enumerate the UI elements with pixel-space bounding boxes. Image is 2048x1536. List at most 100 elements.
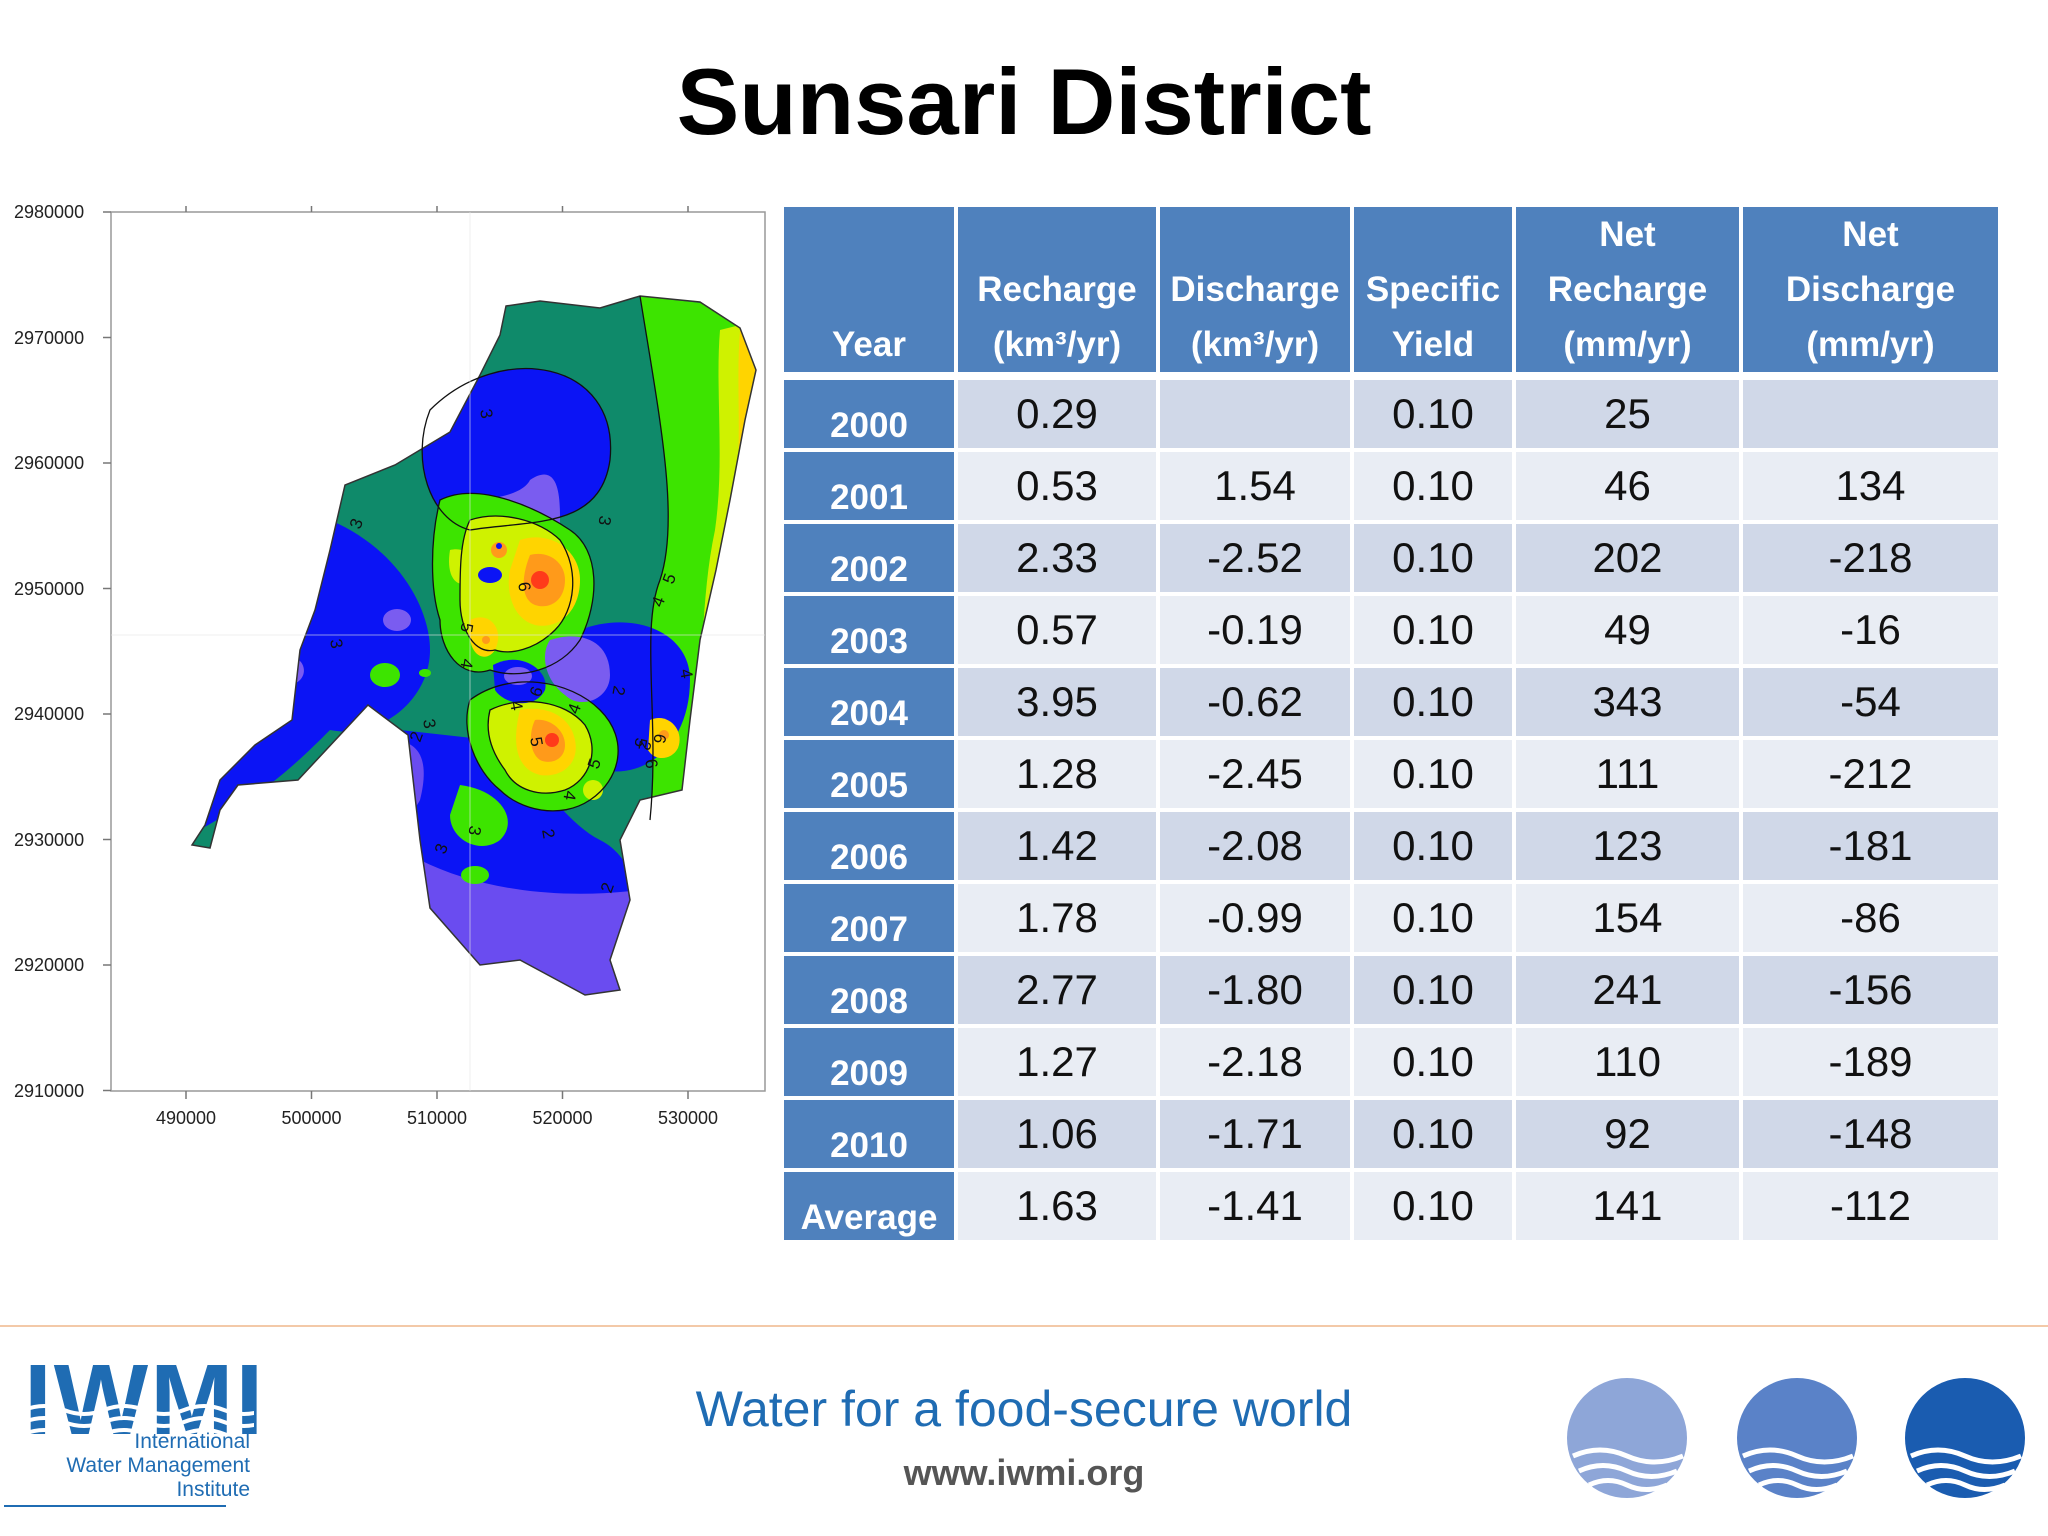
contour-label: 4 (676, 667, 696, 680)
discharge-cell: -2.08 (1160, 812, 1350, 880)
table-row: Average 1.63 -1.41 0.10 141 -112 (784, 1172, 1998, 1240)
contour-label: 2 (538, 827, 558, 840)
logo-line-2: Water Management (66, 1454, 250, 1477)
y-tick-label: 2960000 (14, 453, 85, 473)
net-discharge-cell (1743, 380, 1998, 448)
net-recharge-cell: 343 (1516, 668, 1739, 736)
year-cell: 2006 (784, 812, 954, 880)
discharge-cell: -1.80 (1160, 956, 1350, 1024)
x-tick-label: 490000 (155, 1108, 217, 1128)
recharge-cell: 1.27 (958, 1028, 1156, 1096)
recharge-cell: 1.28 (958, 740, 1156, 808)
header-line (786, 207, 952, 262)
column-header-net-discharge: Net Discharge (mm/yr) (1743, 207, 1998, 372)
specific-yield-cell: 0.10 (1354, 596, 1512, 664)
year-cell: 2001 (784, 452, 954, 520)
header-line (1162, 207, 1348, 262)
column-header-specific-yield: Specific Yield (1354, 207, 1512, 372)
specific-yield-cell: 0.10 (1354, 956, 1512, 1024)
contour-label: 4 (506, 699, 526, 712)
table-row: 2000 0.29 0.10 25 (784, 380, 1998, 448)
header-line: (mm/yr) (1806, 325, 1935, 364)
header-line: Discharge (1785, 270, 1956, 309)
net-discharge-cell: -156 (1743, 956, 1998, 1024)
contour-label: 2 (608, 684, 628, 697)
discharge-cell (1160, 380, 1350, 448)
y-tick-label: 2930000 (14, 829, 85, 850)
recharge-cell: 0.29 (958, 380, 1156, 448)
recharge-cell: 1.06 (958, 1100, 1156, 1168)
year-cell: 2002 (784, 524, 954, 592)
contour-label: 3 (464, 824, 484, 837)
recharge-cell: 1.78 (958, 884, 1156, 952)
table-row: 2001 0.53 1.54 0.10 46 134 (784, 452, 1998, 520)
specific-yield-cell: 0.10 (1354, 884, 1512, 952)
contour-label: 3 (419, 717, 439, 730)
header-line: Net (1599, 215, 1656, 254)
specific-yield-cell: 0.10 (1354, 668, 1512, 736)
year-cell: 2009 (784, 1028, 954, 1096)
contour-label: 3 (326, 637, 346, 650)
recharge-cell: 2.33 (958, 524, 1156, 592)
specific-yield-cell: 0.10 (1354, 812, 1512, 880)
logo-line-3: Institute (176, 1478, 250, 1501)
table-row: 2007 1.78 -0.99 0.10 154 -86 (784, 884, 1998, 952)
discharge-cell: -0.99 (1160, 884, 1350, 952)
recharge-cell: 2.77 (958, 956, 1156, 1024)
water-circle-icon-2 (1737, 1378, 1857, 1498)
water-circle-icon-1 (1567, 1378, 1687, 1498)
table-row: 2003 0.57 -0.19 0.10 49 -16 (784, 596, 1998, 664)
year-cell: 2005 (784, 740, 954, 808)
net-recharge-cell: 154 (1516, 884, 1739, 952)
contour-lines (421, 295, 669, 821)
year-cell: Average (784, 1172, 954, 1240)
net-discharge-cell: -189 (1743, 1028, 1998, 1096)
table-row: 2008 2.77 -1.80 0.10 241 -156 (784, 956, 1998, 1024)
specific-yield-cell: 0.10 (1354, 1172, 1512, 1240)
net-recharge-cell: 123 (1516, 812, 1739, 880)
net-recharge-cell: 241 (1516, 956, 1739, 1024)
y-tick-label: 2980000 (14, 202, 85, 222)
contour-label: 4 (456, 657, 476, 670)
net-discharge-cell: -86 (1743, 884, 1998, 952)
discharge-cell: -2.52 (1160, 524, 1350, 592)
net-recharge-cell: 111 (1516, 740, 1739, 808)
header-line: (km³/yr) (992, 325, 1122, 364)
footer-divider (0, 1325, 2048, 1327)
year-cell: 2010 (784, 1100, 954, 1168)
header-line: Net (1842, 215, 1899, 254)
recharge-cell: 3.95 (958, 668, 1156, 736)
header-line (960, 207, 1154, 262)
discharge-cell: -1.41 (1160, 1172, 1350, 1240)
net-recharge-cell: 46 (1516, 452, 1739, 520)
contour-label: 3 (594, 514, 614, 527)
net-recharge-cell: 25 (1516, 380, 1739, 448)
column-header-year: Year (784, 207, 954, 372)
specific-yield-cell: 0.10 (1354, 1100, 1512, 1168)
specific-yield-cell: 0.10 (1354, 740, 1512, 808)
contour-label: 2 (634, 739, 654, 752)
net-discharge-cell: -181 (1743, 812, 1998, 880)
column-header-net-recharge: Net Recharge (mm/yr) (1516, 207, 1739, 372)
specific-yield-cell: 0.10 (1354, 452, 1512, 520)
discharge-cell: 1.54 (1160, 452, 1350, 520)
year-cell: 2008 (784, 956, 954, 1024)
y-tick-label: 2950000 (14, 578, 85, 599)
table-row: 2004 3.95 -0.62 0.10 343 -54 (784, 668, 1998, 736)
table-row: 2010 1.06 -1.71 0.10 92 -148 (784, 1100, 1998, 1168)
tagline: Water for a food-secure world (695, 1381, 1353, 1437)
contour-label: 6 (514, 580, 534, 593)
discharge-cell: -2.45 (1160, 740, 1350, 808)
header-line: Specific (1365, 270, 1501, 309)
year-cell: 2004 (784, 668, 954, 736)
groundwater-balance-table: Year Recharge (km³/yr) Discharge (km³/yr) Spe… (780, 203, 2002, 1244)
website-link[interactable]: www.iwmi.org (903, 1452, 1145, 1493)
contour-label: 5 (456, 621, 476, 634)
net-discharge-cell: 134 (1743, 452, 1998, 520)
net-discharge-cell: -16 (1743, 596, 1998, 664)
logo-underline (4, 1505, 226, 1507)
recharge-cell: 1.63 (958, 1172, 1156, 1240)
table-row: 2005 1.28 -2.45 0.10 111 -212 (784, 740, 1998, 808)
